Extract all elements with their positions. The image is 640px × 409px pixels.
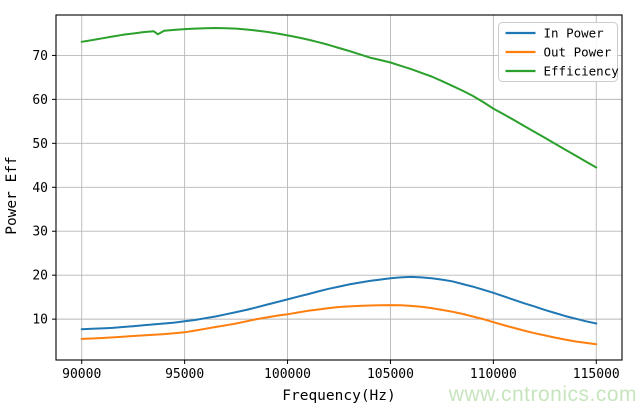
y-tick-label: 10 (32, 313, 48, 328)
y-tick-label: 70 (32, 49, 48, 64)
x-tick-label: 110000 (470, 367, 517, 382)
series-line-out-power (80, 304, 598, 346)
series-line-efficiency (80, 27, 598, 169)
legend: In Power Out Power Efficiency (498, 22, 620, 82)
x-tick-label: 90000 (62, 367, 101, 382)
legend-label: Efficiency (544, 63, 620, 78)
y-tick-label: 20 (32, 269, 48, 284)
legend-entry-efficiency: Efficiency (505, 63, 620, 78)
x-axis-label: Frequency(Hz) (282, 388, 396, 404)
legend-entry-in-power: In Power (505, 25, 605, 40)
x-tick-label: 115000 (573, 367, 620, 382)
x-tick-label: 100000 (264, 367, 311, 382)
y-tick-label: 50 (32, 137, 48, 152)
x-tick-label: 95000 (165, 367, 204, 382)
series-line-in-power (80, 275, 598, 331)
legend-label: In Power (544, 25, 605, 40)
x-tick-label: 105000 (367, 367, 414, 382)
y-tick-label: 40 (32, 181, 48, 196)
legend-label: Out Power (544, 44, 612, 59)
legend-entry-out-power: Out Power (505, 44, 612, 59)
y-tick-label: 30 (32, 225, 48, 240)
y-tick-label: 60 (32, 93, 48, 108)
axis-ticks: 90000 95000 100000 105000 110000 115000 10 20 30… (32, 49, 619, 382)
y-axis-label: Power Eff (4, 156, 20, 235)
legend-box (498, 22, 618, 82)
